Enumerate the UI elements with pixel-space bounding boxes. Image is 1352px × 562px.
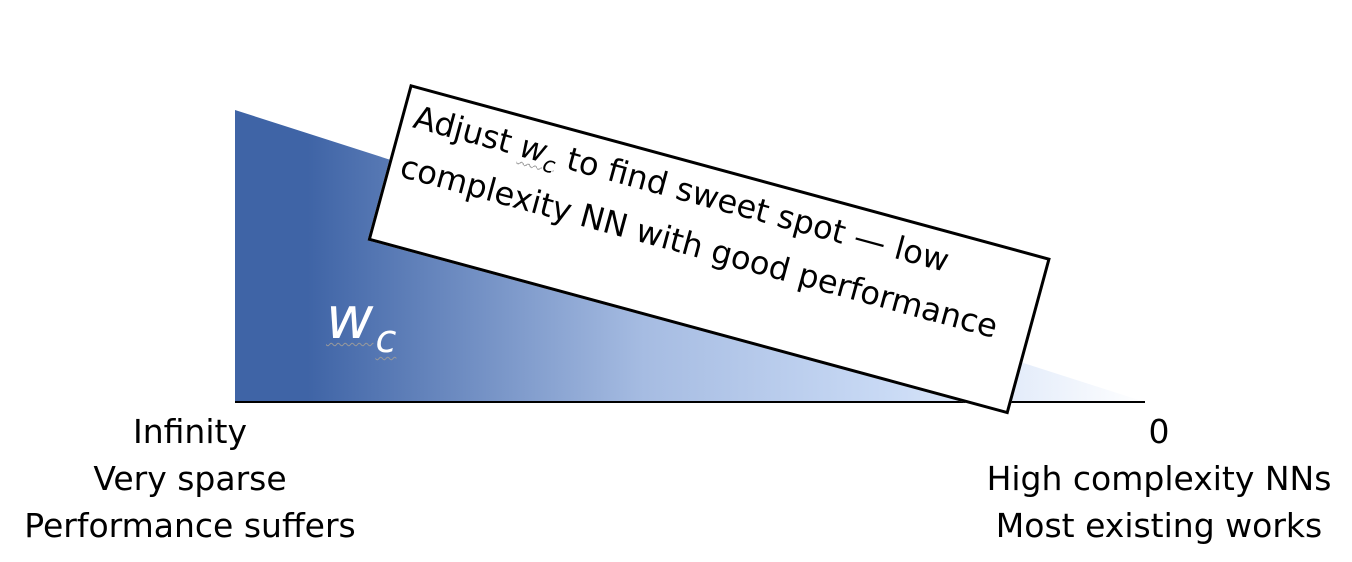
left-end-labels: Infinity Very sparse Performance suffers bbox=[0, 408, 380, 549]
right-end-description: High complexity NNs bbox=[986, 459, 1332, 498]
right-end-value: 0 bbox=[1148, 412, 1170, 451]
right-end-consequence: Most existing works bbox=[995, 506, 1323, 545]
wedge-symbol: w bbox=[326, 284, 374, 352]
left-end-value: Infinity bbox=[133, 412, 247, 451]
left-end-description: Very sparse bbox=[93, 459, 287, 498]
left-end-consequence: Performance suffers bbox=[24, 506, 356, 545]
right-end-labels: 0 High complexity NNs Most existing work… bbox=[960, 408, 1352, 549]
wedge-symbol-subscript: c bbox=[375, 317, 397, 361]
wedge-symbol-label: wc bbox=[326, 284, 396, 361]
